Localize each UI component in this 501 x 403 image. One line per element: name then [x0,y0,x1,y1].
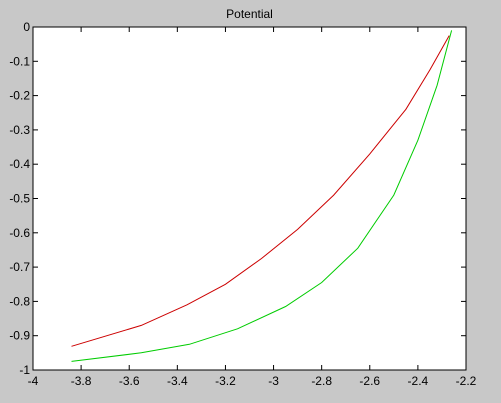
y-tick-label: 0 [23,20,30,34]
x-tick-label: -3.4 [167,374,188,388]
y-tick-label: -0.4 [9,157,30,171]
series-layer [71,30,453,362]
y-tick-label: -1 [19,363,30,377]
series-line-2 [71,30,453,362]
x-tick-label: -3.8 [71,374,92,388]
plot-area [33,27,466,370]
y-tick-label: -0.1 [9,54,30,68]
plot-frame [32,26,467,371]
x-tick-label: -2.6 [359,374,380,388]
y-tick-label: -0.5 [9,192,30,206]
y-tick-label: -0.9 [9,329,30,343]
y-tick-label: -0.6 [9,226,30,240]
x-tick-label: -3.2 [215,374,236,388]
x-axis: -4 -3.8 -3.6 -3.4 -3.2 -3 -2.8 -2.6 -2.4 -2.2 [28,27,477,388]
x-tick-label: -3 [268,374,279,388]
x-tick-label: -2.8 [311,374,332,388]
series-line-1 [71,35,450,347]
y-axis: 0 -0.1 -0.2 -0.3 -0.4 -0.5 -0.6 -0.7 -0.8 -0.9 -1 [9,20,466,377]
y-tick-label: -0.7 [9,260,30,274]
y-tick-label: -0.3 [9,123,30,137]
chart-title: Potential [226,7,273,21]
y-tick-label: -0.2 [9,89,30,103]
x-tick-label: -3.6 [119,374,140,388]
x-tick-label: -2.4 [408,374,429,388]
y-tick-label: -0.8 [9,294,30,308]
x-tick-label: -2.2 [456,374,477,388]
x-tick-label: -4 [28,374,39,388]
